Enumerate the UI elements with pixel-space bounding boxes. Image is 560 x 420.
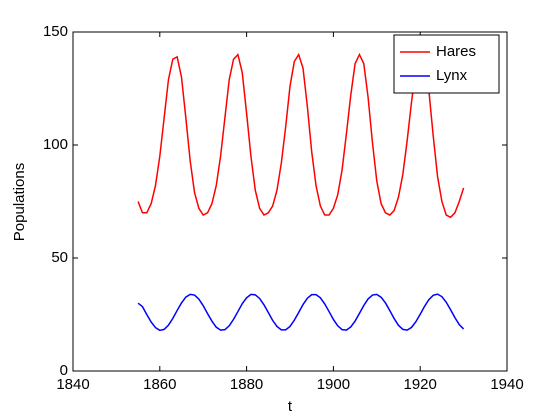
legend-label: Hares <box>436 43 476 60</box>
legend-box <box>393 34 500 94</box>
legend-label: Lynx <box>436 67 468 84</box>
x-tick-label: 1880 <box>230 376 263 393</box>
y-tick-label: 0 <box>60 362 68 379</box>
y-tick-label: 100 <box>43 136 68 153</box>
series-line <box>137 293 465 332</box>
x-tick-label: 1900 <box>317 376 350 393</box>
x-tick-label: 1920 <box>404 376 437 393</box>
y-tick-label: 150 <box>43 23 68 40</box>
x-tick-label: 1840 <box>56 376 89 393</box>
series-line <box>137 52 465 219</box>
x-tick-label: 1940 <box>490 376 523 393</box>
x-tick-label: 1860 <box>143 376 176 393</box>
x-axis-label: t <box>288 398 293 415</box>
y-tick-label: 50 <box>51 249 68 266</box>
y-axis-label: Populations <box>11 163 28 241</box>
